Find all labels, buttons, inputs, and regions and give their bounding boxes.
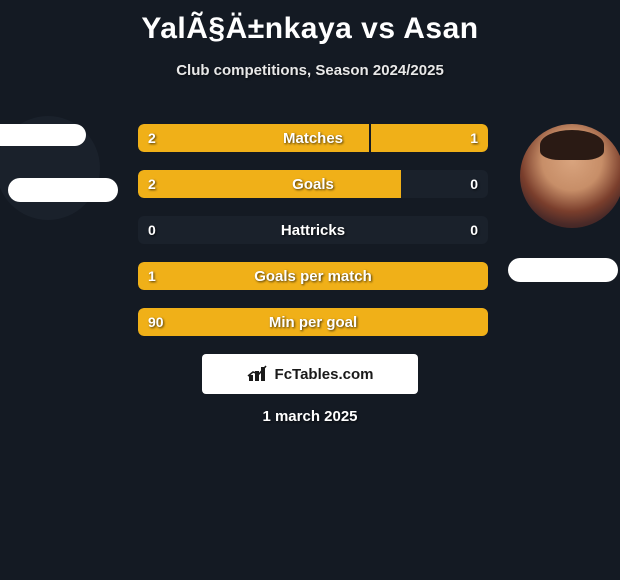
bar-row: Matches2 1: [138, 124, 488, 152]
bar-row: Hattricks0 0: [138, 216, 488, 244]
logo-text: FcTables.com: [275, 366, 374, 383]
subtitle: Club competitions, Season 2024/2025: [0, 62, 620, 79]
player-left-avatar: [0, 116, 100, 220]
player-left-name-pill-2: [8, 178, 118, 202]
fctables-logo[interactable]: FcTables.com: [202, 354, 418, 394]
bar-label: Goals per match: [138, 262, 488, 290]
bar-row: Goals per match1: [138, 262, 488, 290]
bar-value-left: 2: [148, 124, 156, 152]
bar-label: Matches: [138, 124, 488, 152]
bar-value-right: 0: [470, 170, 478, 198]
bar-label: Goals: [138, 170, 488, 198]
player-right-avatar: [520, 124, 620, 228]
bar-row: Goals2 0: [138, 170, 488, 198]
page-title: YalÃ§Ä±nkaya vs Asan: [0, 0, 620, 46]
bar-value-left: 0: [148, 216, 156, 244]
player-left-name-pill: [0, 124, 86, 146]
bar-value-left: 2: [148, 170, 156, 198]
bar-value-left: 1: [148, 262, 156, 290]
bar-value-left: 90: [148, 308, 164, 336]
bar-label: Min per goal: [138, 308, 488, 336]
bar-label: Hattricks: [138, 216, 488, 244]
player-right-name-pill: [508, 258, 618, 282]
logo-chart-icon: [247, 365, 269, 383]
player-right-face: [520, 124, 620, 228]
date-text: 1 march 2025: [0, 408, 620, 425]
bar-row: Min per goal90: [138, 308, 488, 336]
comparison-bars: Matches21Goals20Hattricks00Goals per mat…: [138, 124, 488, 354]
bar-value-right: 0: [470, 216, 478, 244]
bar-value-right: 1: [470, 124, 478, 152]
